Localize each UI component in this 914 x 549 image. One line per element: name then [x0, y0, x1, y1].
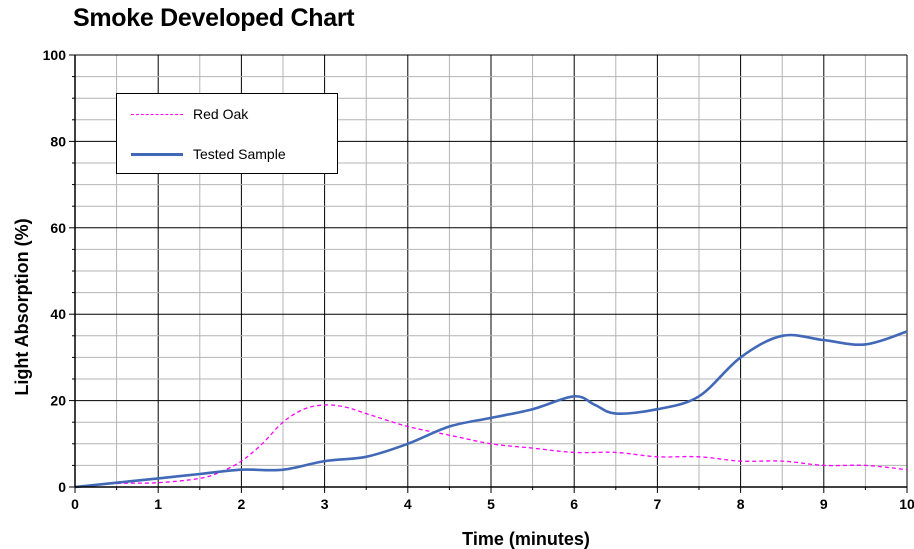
- x-tick-label: 4: [404, 496, 412, 512]
- y-tick-label: 80: [50, 133, 66, 149]
- x-tick-label: 3: [321, 496, 329, 512]
- x-tick-label: 1: [154, 496, 162, 512]
- x-tick-label: 10: [899, 496, 914, 512]
- y-tick-label: 100: [43, 47, 67, 63]
- x-tick-label: 7: [654, 496, 662, 512]
- legend-label-tested-sample: Tested Sample: [193, 146, 286, 162]
- legend-item-tested-sample: Tested Sample: [131, 144, 286, 164]
- series-line-tested-sample: [74, 330, 908, 489]
- y-tick-label: 0: [58, 479, 66, 495]
- y-tick-label: 40: [50, 306, 66, 322]
- chart-title: Smoke Developed Chart: [73, 4, 355, 32]
- legend-swatch-red-oak: [131, 113, 183, 115]
- x-tick-label: 2: [238, 496, 246, 512]
- axes: 0 20 40 60 80 100 0 1 2 3 4 5 6 7 8 9 10: [43, 47, 914, 512]
- y-tick-label: 60: [50, 220, 66, 236]
- x-tick-label: 0: [71, 496, 79, 512]
- x-axis-label: Time (minutes): [462, 529, 590, 549]
- series-lines: [74, 330, 908, 489]
- x-tick-label: 6: [570, 496, 578, 512]
- y-tick-label: 20: [50, 393, 66, 409]
- legend-swatch-tested-sample: [131, 152, 183, 156]
- legend-item-red-oak: Red Oak: [131, 104, 248, 124]
- x-tick-label: 9: [820, 496, 828, 512]
- y-axis-label: Light Absorption (%): [12, 218, 32, 395]
- x-tick-label: 8: [737, 496, 745, 512]
- chart-legend: Red Oak Tested Sample: [116, 93, 338, 174]
- x-tick-label: 5: [487, 496, 495, 512]
- legend-label-red-oak: Red Oak: [193, 106, 249, 122]
